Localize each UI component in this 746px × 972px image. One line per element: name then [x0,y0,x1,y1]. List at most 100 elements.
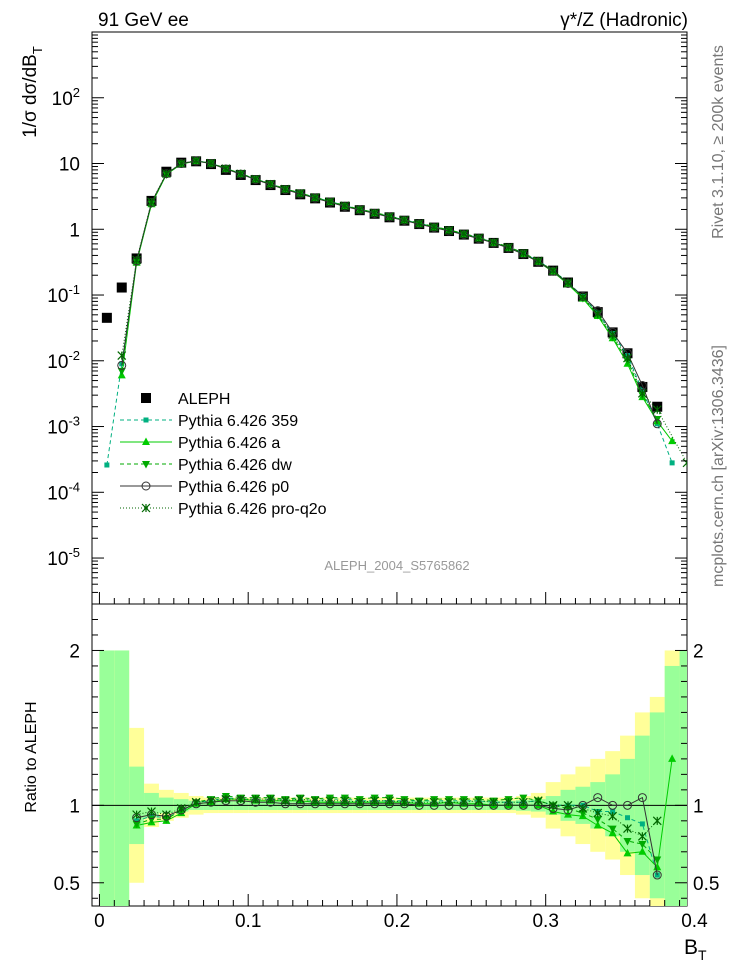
ratio-band-inner [679,650,687,906]
ratio-point [623,848,632,857]
legend-marker [142,461,150,469]
ratio-point [653,862,662,871]
data-point [117,351,127,360]
header-right: γ*/Z (Hadronic) [560,10,688,31]
data-point [518,248,528,258]
data-point [251,174,261,184]
y-axis-title-bottom: Ratio to ALEPH [23,701,40,812]
data-point [504,242,513,252]
ratio-point [399,797,409,807]
ratio-point [668,754,677,762]
data-point [206,158,216,168]
y-tick-label-top: 10-1 [47,282,80,307]
ratio-point [310,796,320,806]
ratio-point [340,796,350,806]
y-tick-label-top: 102 [52,85,80,110]
ratio-point [149,813,154,819]
ratio-point [429,797,439,807]
data-point [652,419,662,429]
ratio-point [563,800,573,810]
ratio-point [652,816,662,826]
data-point [444,226,454,235]
ratio-line-pythia-6-426-pro-q2o [136,798,658,837]
x-tick-label: 0.3 [532,911,558,932]
ratio-point [504,797,513,807]
y-tick-label-ratio-left: 0.5 [54,874,80,895]
legend-label: Pythia 6.426 pro-q2o [178,501,327,518]
y-tick-label-ratio-right: 0.5 [693,874,719,895]
ratio-point [355,797,365,807]
ratio-band-inner [664,665,680,906]
ratio-point [608,811,618,821]
data-point [117,360,127,370]
data-point [669,460,675,466]
analysis-watermark: ALEPH_2004_S5765862 [324,558,469,573]
ratio-band-inner [114,650,130,906]
ratio-point [593,793,603,803]
data-point [399,215,409,225]
y-axis-title-text: 1/σ dσ/dBT [20,46,45,138]
legend-label: ALEPH [178,391,230,408]
ratio-point [654,872,660,878]
ratio-point [161,810,171,820]
data-point [637,388,647,398]
data-point [489,238,499,247]
ratio-point [370,796,380,806]
ratio-point [191,797,201,807]
data-point [295,188,305,198]
ratio-point [518,797,528,807]
y-tick-label-ratio-right: 1 [693,796,704,817]
ratio-point [295,794,305,804]
x-axis-title: BT [684,936,707,963]
ratio-point [414,797,424,807]
ratio-point [638,847,647,855]
ratio-point [132,810,142,820]
ratio-point [549,807,558,815]
ratio-point [625,815,630,821]
data-point [132,255,142,265]
y-tick-label-top: 1 [69,220,80,241]
data-point [161,169,171,178]
legend-marker [143,417,149,423]
data-point [474,233,484,243]
side-text-upper: Rivet 3.1.10, ≥ 200k events [710,45,727,239]
data-point [608,330,618,340]
data-point [668,436,677,445]
data-point [340,201,350,211]
data-point [176,158,186,168]
top-plot-area [101,156,687,468]
legend-marker [142,437,150,445]
legend-marker [141,503,151,513]
data-point [310,193,320,203]
header-left: 91 GeV ee [98,10,189,31]
y-tick-label-top: 10-3 [47,414,80,439]
data-point [116,282,127,293]
data-point [101,312,112,323]
y-tick-label-ratio-left: 1 [69,796,80,817]
ratio-point [251,794,261,804]
y-tick-label-top: 10-2 [47,348,80,373]
legend: ALEPH Pythia 6.426 359 Pythia 6.426 a Pythi… [120,391,327,518]
data-point [325,197,335,207]
ratio-point [637,831,647,841]
ratio-point [147,807,156,816]
legend-marker [141,481,151,491]
data-point [459,229,469,239]
y-tick-label-ratio-right: 2 [693,641,704,662]
side-text-lower: mcplots.cern.ch [arXiv:1306.3436] [710,345,727,587]
ratio-band-inner [99,650,115,906]
ratio-point [266,794,275,804]
data-point [578,292,588,302]
data-point [548,266,558,276]
legend-label: Pythia 6.426 359 [178,413,298,430]
ratio-point [548,800,558,810]
ratio-point [608,800,618,810]
ratio-point [638,841,647,849]
data-point [104,462,110,468]
ratio-point [578,804,588,813]
data-point [117,367,126,376]
ratio-point [221,794,231,804]
legend-marker [141,393,151,403]
data-point [429,222,439,232]
